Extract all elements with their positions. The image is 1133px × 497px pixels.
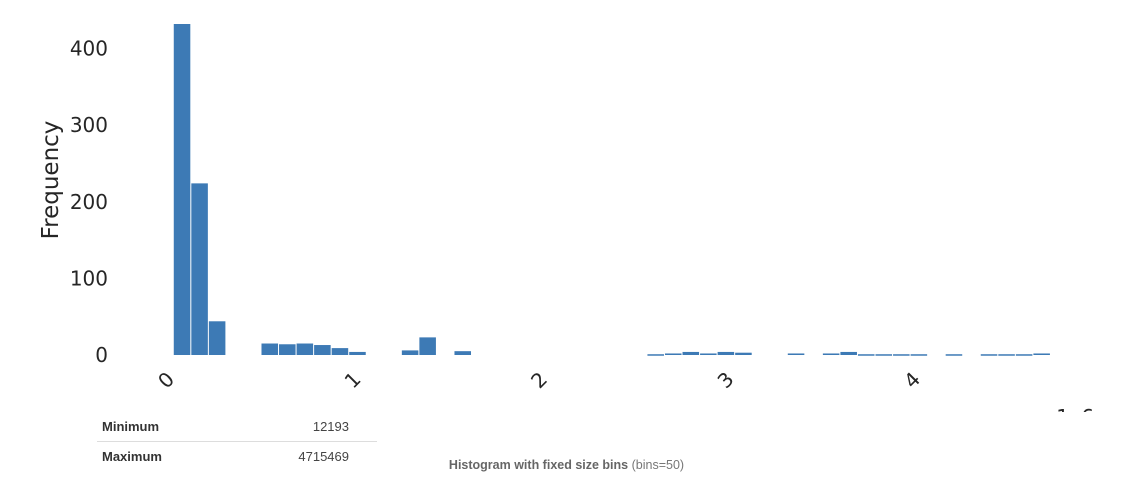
x-tick-label: 1 — [340, 367, 366, 393]
caption-title: Histogram with fixed size bins — [448, 458, 629, 472]
stats-label-minimum: Minimum — [102, 419, 160, 434]
stats-value-maximum: 4715469 — [224, 441, 377, 471]
histogram-bar — [893, 354, 910, 356]
histogram-bar — [857, 354, 875, 356]
histogram-bar — [1033, 353, 1050, 355]
histogram-bar — [682, 351, 700, 355]
histogram-bar — [840, 351, 857, 355]
histogram-bars — [173, 24, 1050, 356]
histogram-bar — [279, 344, 296, 355]
histogram-bar — [910, 354, 928, 356]
stats-label-maximum: Maximum — [97, 441, 225, 471]
stats-value-minimum: 12193 — [312, 419, 349, 434]
caption-detail: (bins=50) — [631, 458, 685, 472]
histogram-bar — [980, 354, 998, 356]
histogram-bar — [419, 337, 436, 355]
y-tick-label: 200 — [70, 190, 108, 214]
histogram-bar — [208, 321, 226, 355]
x-axis-scale-label: 1e6 — [1056, 405, 1094, 412]
x-tick-label: 0 — [153, 367, 179, 393]
y-axis-ticks: 0 100 200 300 400 — [70, 37, 108, 368]
histogram-bar — [349, 351, 366, 355]
y-tick-label: 300 — [70, 113, 108, 137]
histogram-bar — [191, 183, 208, 355]
histogram-bar — [454, 351, 472, 355]
histogram-bar — [787, 353, 805, 355]
histogram-bar — [261, 343, 279, 355]
histogram-bar — [401, 350, 419, 355]
histogram-bar — [296, 343, 314, 355]
histogram-bar — [173, 24, 191, 355]
histogram-bar — [647, 354, 664, 356]
y-tick-label: 100 — [70, 266, 108, 290]
histogram-bar — [875, 354, 893, 356]
x-tick-label: 3 — [713, 367, 739, 393]
x-axis-ticks: 0 1 2 3 4 — [153, 367, 925, 393]
stats-table: Minimum 12193 Maximum 4715469 — [97, 412, 377, 471]
y-tick-label: 0 — [95, 343, 108, 367]
histogram-chart: 0 100 200 300 400 0 1 2 3 4 Frequency 1e6 — [38, 24, 1094, 412]
stats-row-minimum: Minimum 12193 — [97, 412, 377, 442]
histogram-bar — [735, 352, 752, 355]
histogram-bar — [1015, 354, 1033, 356]
histogram-bar — [998, 354, 1015, 356]
y-tick-label: 400 — [70, 37, 108, 61]
y-axis-label: Frequency — [38, 121, 64, 240]
histogram-bar — [664, 353, 682, 355]
x-tick-label: 4 — [899, 367, 925, 393]
histogram-bar — [945, 354, 963, 356]
histogram-bar — [717, 351, 735, 355]
chart-caption: Histogram with fixed size bins (bins=50) — [0, 458, 1133, 472]
histogram-bar — [314, 345, 331, 355]
histogram-bar — [822, 353, 840, 355]
x-tick-label: 2 — [526, 367, 552, 393]
histogram-bar — [700, 353, 717, 355]
histogram-bar — [331, 348, 349, 355]
stats-row-maximum: Maximum 4715469 — [97, 441, 377, 471]
